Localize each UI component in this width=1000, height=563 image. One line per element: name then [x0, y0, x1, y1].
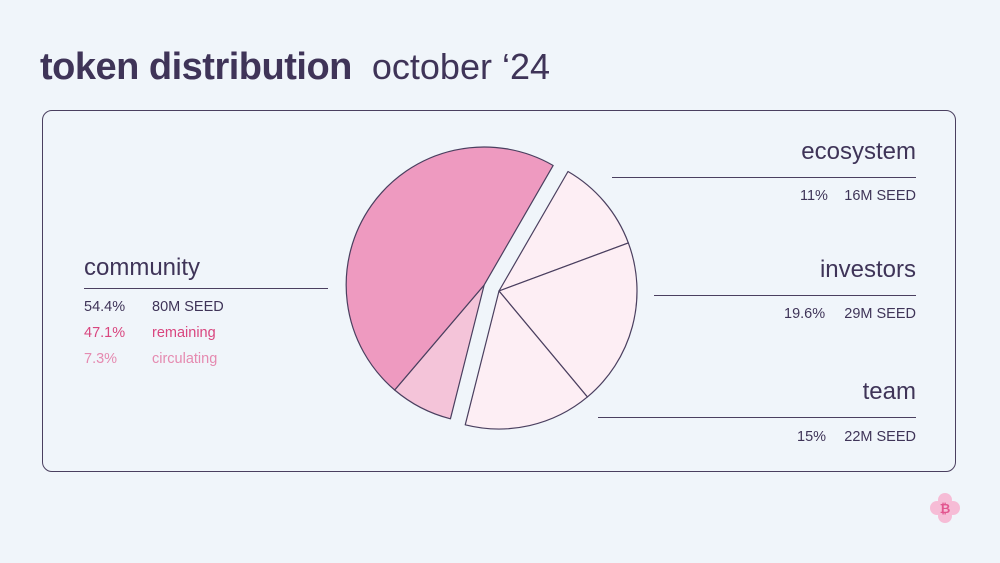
- team-seed: 22M SEED: [844, 429, 916, 445]
- svg-text:₿: ₿: [940, 502, 951, 517]
- investors-pct: 19.6%: [784, 306, 826, 322]
- chart-panel: [42, 110, 956, 472]
- legend-ecosystem-line: [612, 177, 916, 178]
- community-pct: 54.4%: [84, 299, 126, 315]
- bitcoin-flower-icon: ₿: [930, 493, 960, 523]
- ecosystem-pct: 11%: [800, 188, 828, 204]
- investors-seed: 29M SEED: [844, 306, 916, 322]
- legend-team-line: [598, 417, 916, 418]
- legend-investors-line: [654, 295, 916, 296]
- legend-community-line: [84, 288, 328, 289]
- legend-community-name: community: [84, 254, 201, 281]
- team-pct: 15%: [797, 429, 827, 445]
- legend-ecosystem-name: ecosystem: [801, 138, 916, 165]
- remaining-label: remaining: [152, 325, 216, 341]
- title-main: token distribution: [40, 46, 352, 88]
- slice-investors: [498, 242, 638, 398]
- community-seed: 80M SEED: [152, 299, 224, 315]
- page-title: token distribution october ‘24: [40, 46, 550, 89]
- legend-investors-name: investors: [819, 256, 916, 283]
- slice-team: [464, 290, 589, 430]
- remaining-pct: 47.1%: [84, 325, 126, 341]
- ecosystem-seed: 16M SEED: [844, 188, 916, 204]
- slice-ecosystem: [498, 170, 629, 292]
- title-date: october ‘24: [371, 46, 550, 87]
- legend-team-name: team: [862, 378, 916, 405]
- slice-community-remaining: [345, 146, 554, 391]
- circulating-label: circulating: [152, 351, 218, 367]
- circulating-pct: 7.3%: [84, 351, 118, 367]
